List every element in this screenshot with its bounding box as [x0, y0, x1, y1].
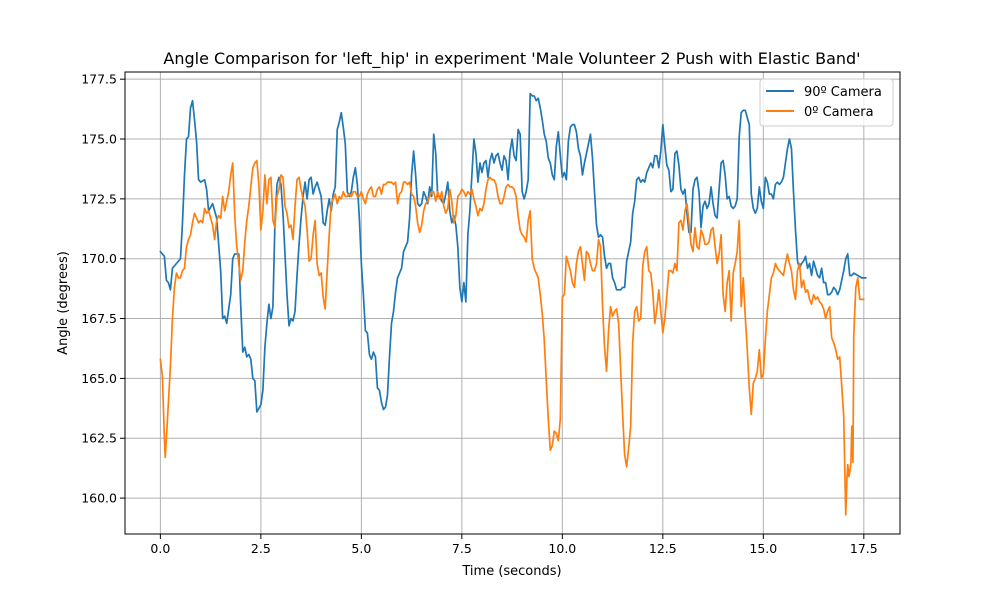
y-tick-label: 167.5 — [81, 311, 117, 326]
x-axis-label: Time (seconds) — [461, 564, 561, 579]
series-line-90-camera — [159, 92, 867, 413]
x-gridlines — [159, 72, 865, 534]
chart-title: Angle Comparison for 'left_hip' in exper… — [163, 49, 860, 69]
x-tick-label: 17.5 — [850, 541, 878, 556]
series-layer — [159, 92, 867, 516]
plot-frame — [124, 71, 901, 535]
legend: 90º Camera 0º Camera — [759, 78, 894, 127]
legend-label-90-camera: 90º Camera — [804, 85, 882, 100]
y-tick-label: 162.5 — [81, 431, 117, 446]
x-tick-label: 5.0 — [351, 541, 371, 556]
y-tick-label: 172.5 — [81, 191, 117, 206]
x-tick-label: 2.5 — [251, 541, 271, 556]
y-tick-label: 170.0 — [81, 251, 117, 266]
series-line-0-camera — [159, 159, 865, 516]
y-tick-label: 160.0 — [81, 491, 117, 506]
x-tick-label: 10.0 — [548, 541, 576, 556]
x-axis-ticks: 0.0 2.5 5.0 7.5 10.0 12.5 15.0 17.5 — [150, 534, 878, 556]
x-tick-label: 0.0 — [150, 541, 170, 556]
y-axis-ticks: 160.0 162.5 165.0 167.5 170.0 172.5 175.0 177.5 — [81, 72, 125, 506]
x-tick-label: 7.5 — [452, 541, 472, 556]
legend-label-0-camera: 0º Camera — [804, 105, 874, 120]
y-tick-label: 175.0 — [81, 132, 117, 147]
y-tick-label: 165.0 — [81, 371, 117, 386]
x-tick-label: 12.5 — [649, 541, 677, 556]
y-axis-label: Angle (degrees) — [56, 251, 71, 355]
x-tick-label: 15.0 — [749, 541, 777, 556]
y-tick-label: 177.5 — [81, 72, 117, 87]
